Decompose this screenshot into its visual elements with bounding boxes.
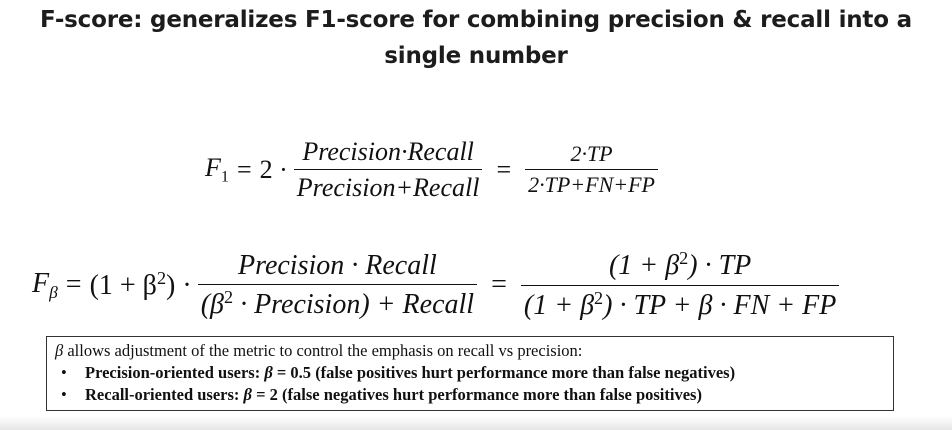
f1-fraction-1-numerator: Precision·Recall bbox=[302, 137, 474, 166]
slide-title-line-1: F-score: generalizes F1-score for combin… bbox=[40, 7, 912, 33]
f1-equation: F1 = 2 · Precision·Recall Precision+Reca… bbox=[205, 136, 664, 203]
beta-intro-line: β allows adjustment of the metric to con… bbox=[55, 340, 885, 362]
f1-fraction-2-denominator: 2·TP+FN+FP bbox=[528, 172, 655, 198]
bullet-marker: • bbox=[61, 385, 67, 404]
fbeta-coef-post: ) · bbox=[166, 270, 192, 302]
fbeta-lhs-var: F bbox=[32, 267, 50, 299]
bullet-beta-value: = 2 bbox=[252, 385, 278, 404]
f1-lhs: F1 bbox=[205, 153, 229, 187]
bullet-beta-value: = 0.5 bbox=[272, 363, 312, 382]
fbeta-f1-den-pre: (β bbox=[200, 289, 224, 321]
fbeta-coef-pre: (1 + β bbox=[89, 270, 157, 302]
fbeta-f1-den-post: · Precision) + Recall bbox=[233, 289, 475, 321]
beta-explanation-box: β allows adjustment of the metric to con… bbox=[46, 336, 894, 411]
fbeta-fraction-1-numerator: Precision · Recall bbox=[237, 249, 437, 281]
fbeta-equals-2: = bbox=[491, 269, 507, 301]
f1-fraction-1-denominator: Precision+Recall bbox=[296, 173, 480, 203]
fbeta-lhs: Fβ bbox=[32, 268, 58, 303]
f1-fraction-precision-recall: Precision·Recall Precision+Recall bbox=[293, 136, 483, 203]
bullet-explanation: (false negatives hurt performance more t… bbox=[277, 385, 702, 404]
fbeta-fraction-1-denominator: (β2 · Precision) + Recall bbox=[198, 287, 477, 322]
bullet-recall-oriented: • Recall-oriented users: β = 2 (false neg… bbox=[55, 384, 885, 406]
fbeta-f2-den-post: ) · TP + β · FN + FP bbox=[603, 289, 837, 321]
bullet-marker: • bbox=[61, 363, 67, 382]
f1-lhs-subscript: 1 bbox=[220, 168, 229, 186]
bullet-beta-symbol: β bbox=[243, 385, 252, 404]
bullet-label: Recall-oriented users: bbox=[85, 385, 244, 404]
f1-coefficient: 2 · bbox=[259, 154, 288, 184]
fbeta-fraction-2-numerator: (1 + β2) · TP bbox=[606, 248, 754, 283]
beta-intro-text: allows adjustment of the metric to contr… bbox=[63, 341, 583, 360]
fbeta-equation: Fβ = (1 + β2) · Precision · Recall (β2 ·… bbox=[32, 248, 845, 322]
bottom-edge-shadow bbox=[0, 416, 952, 430]
f1-fraction-counts: 2·TP 2·TP+FN+FP bbox=[525, 141, 658, 199]
f1-equals-2: = bbox=[496, 154, 512, 184]
fbeta-f2-num-post: ) · TP bbox=[688, 250, 752, 281]
fbeta-equals-1: = bbox=[65, 269, 82, 301]
f1-lhs-var: F bbox=[205, 152, 221, 182]
f1-fraction-2-bar bbox=[525, 169, 658, 171]
bullet-precision-oriented: • Precision-oriented users: β = 0.5 (fals… bbox=[55, 362, 885, 384]
f1-fraction-2-numerator: 2·TP bbox=[570, 140, 613, 166]
fbeta-f2-den-sup: 2 bbox=[594, 287, 604, 308]
bullet-explanation: (false positives hurt performance more t… bbox=[311, 363, 736, 382]
fbeta-fraction-counts: (1 + β2) · TP (1 + β2) · TP + β · FN + F… bbox=[520, 248, 840, 323]
fbeta-fraction-precision-recall: Precision · Recall (β2 · Precision) + Re… bbox=[197, 249, 478, 322]
fbeta-f2-num-pre: (1 + β bbox=[608, 250, 680, 281]
fbeta-f2-den-pre: (1 + β bbox=[523, 289, 595, 321]
fbeta-lhs-subscript: β bbox=[49, 282, 58, 302]
bullet-label: Precision-oriented users: bbox=[85, 363, 265, 382]
fbeta-f1-den-sup: 2 bbox=[223, 287, 234, 308]
fbeta-fraction-2-denominator: (1 + β2) · TP + β · FN + FP bbox=[521, 288, 839, 323]
slide-title: F-score: generalizes F1-score for combin… bbox=[30, 2, 922, 74]
slide-title-line-2: single number bbox=[384, 43, 568, 69]
fbeta-coef-sup: 2 bbox=[156, 268, 167, 289]
fbeta-coefficient: (1 + β2) · bbox=[90, 268, 192, 302]
fbeta-f2-num-sup: 2 bbox=[679, 248, 689, 268]
f1-equals-1: = bbox=[236, 154, 252, 184]
fbeta-fraction-1-bar bbox=[197, 284, 478, 286]
bullet-beta-symbol: β bbox=[264, 363, 273, 382]
beta-symbol: β bbox=[55, 341, 64, 360]
f1-fraction-1-bar bbox=[293, 169, 483, 171]
fbeta-fraction-2-bar bbox=[520, 284, 840, 286]
